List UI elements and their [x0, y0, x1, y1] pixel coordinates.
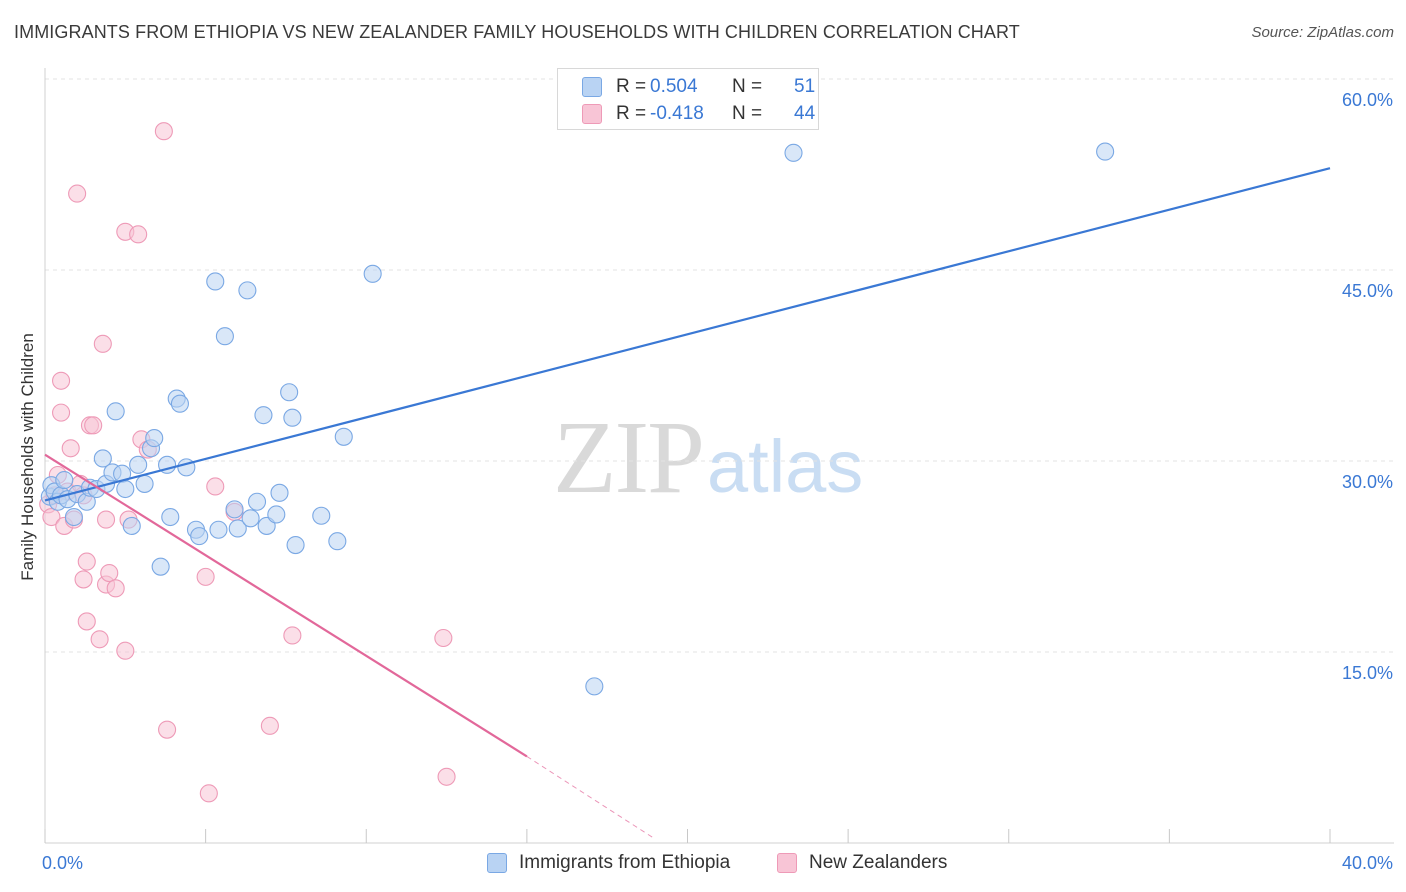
legend-r-label: R = [616, 103, 647, 124]
ethiopia-point-22 [145, 429, 164, 448]
new-zealanders-trendline-2 [526, 755, 656, 840]
new-zealanders-point-36 [260, 716, 279, 735]
ethiopia-point-49 [363, 264, 382, 283]
series-label-new-zealanders: New Zealanders [809, 852, 948, 873]
ethiopia-point-35 [228, 519, 247, 538]
ethiopia-point-43 [280, 383, 299, 402]
ethiopia-point-15 [106, 402, 125, 421]
watermark: ZIPatlas [553, 398, 863, 517]
tick-labels: 15.0% 30.0% 45.0% 60.0% 0.0% 40.0% [42, 90, 1393, 873]
ethiopia-point-45 [286, 535, 305, 555]
new-zealanders-point-17 [84, 416, 103, 435]
ethiopia-point-42 [270, 483, 289, 502]
x-tick-label-0: 0.0% [42, 853, 83, 873]
new-zealanders-point-25 [116, 641, 135, 660]
ethiopia-point-27 [170, 394, 189, 413]
new-zealanders-point-1 [42, 507, 61, 527]
legend-r-label: R = [616, 76, 647, 97]
ethiopia-point-51 [784, 143, 803, 162]
ethiopia-point-50 [585, 677, 604, 696]
new-zealanders-point-4 [52, 403, 71, 422]
ethiopia-point-38 [247, 492, 267, 511]
y-tick-label-1: 30.0% [1342, 472, 1393, 492]
legend-n-value: 44 [794, 103, 816, 124]
legend-n-value: 51 [794, 76, 816, 97]
ethiopia-point-31 [206, 272, 225, 291]
ethiopia-point-17 [116, 479, 135, 499]
new-zealanders-point-37 [283, 626, 302, 645]
new-zealanders-point-32 [196, 567, 215, 586]
legend-r-value: 0.504 [650, 76, 698, 97]
axes [44, 68, 1394, 844]
y-axis-label: Family Households with Children [18, 333, 37, 581]
ethiopia-point-5 [55, 471, 74, 490]
ethiopia-point-12 [93, 449, 112, 468]
ethiopia-point-23 [151, 557, 170, 576]
ethiopia-point-20 [135, 474, 154, 493]
new-zealanders-point-34 [206, 477, 225, 496]
new-zealanders-point-31 [158, 720, 177, 739]
legend-n-label: N = [732, 103, 763, 124]
new-zealanders-point-27 [129, 225, 148, 244]
legend-n-label: N = [732, 76, 763, 97]
new-zealanders-point-38 [434, 628, 453, 648]
new-zealanders-point-39 [437, 767, 456, 786]
ethiopia-point-37 [241, 509, 260, 528]
ethiopia-point-30 [190, 527, 209, 546]
new-zealanders-point-22 [100, 564, 119, 583]
new-zealanders-point-14 [77, 552, 96, 571]
ethiopia-point-7 [64, 507, 83, 527]
ethiopia-point-39 [254, 406, 273, 425]
x-tick-label-1: 40.0% [1342, 853, 1393, 873]
ethiopia-point-32 [209, 520, 228, 539]
ethiopia-point-25 [161, 507, 180, 527]
ethiopia-point-19 [129, 455, 148, 474]
ethiopia-point-52 [1096, 142, 1115, 161]
new-zealanders-trendline-1 [44, 453, 528, 758]
y-tick-label-0: 15.0% [1342, 663, 1393, 683]
gridlines [45, 78, 1394, 653]
new-zealanders-point-23 [106, 579, 125, 598]
ethiopia-point-44 [283, 408, 302, 427]
new-zealanders-point-8 [61, 439, 80, 458]
ethiopia-point-41 [267, 505, 286, 524]
trendlines [44, 167, 1331, 840]
legend-swatch-blue [582, 77, 602, 97]
source-credit: Source: ZipAtlas.com [1251, 24, 1394, 41]
legend-swatch-pink [582, 104, 602, 124]
y-tick-label-2: 45.0% [1342, 281, 1393, 301]
new-zealanders-point-13 [74, 570, 93, 589]
ethiopia-point-47 [328, 532, 347, 551]
ethiopia-point-48 [334, 427, 353, 446]
series-label-ethiopia: Immigrants from Ethiopia [519, 852, 731, 873]
new-zealanders-point-19 [93, 334, 112, 353]
ethiopia-points [40, 142, 1115, 696]
correlation-legend: R = 0.504 N = 51 R = -0.418 N = 44 [557, 68, 819, 130]
chart-title: IMMIGRANTS FROM ETHIOPIA VS NEW ZEALANDE… [14, 22, 1020, 42]
watermark-atlas: atlas [707, 425, 864, 508]
series-swatch-blue [487, 853, 507, 873]
ethiopia-trendline-0 [44, 167, 1331, 502]
new-zealanders-point-30 [154, 122, 173, 141]
legend-r-value: -0.418 [650, 103, 704, 124]
new-zealanders-point-20 [96, 510, 116, 529]
new-zealanders-point-5 [52, 371, 71, 390]
new-zealanders-point-33 [199, 784, 218, 803]
watermark-zip: ZIP [553, 400, 705, 515]
ethiopia-point-34 [225, 500, 244, 519]
series-swatch-pink [777, 853, 797, 873]
new-zealanders-point-15 [77, 612, 96, 631]
new-zealanders-point-18 [90, 630, 109, 649]
new-zealanders-point-10 [68, 184, 87, 203]
y-tick-label-3: 60.0% [1342, 90, 1393, 110]
ethiopia-point-33 [215, 327, 234, 346]
ethiopia-point-46 [312, 506, 331, 525]
ethiopia-point-18 [122, 516, 141, 535]
ethiopia-point-36 [238, 281, 257, 300]
